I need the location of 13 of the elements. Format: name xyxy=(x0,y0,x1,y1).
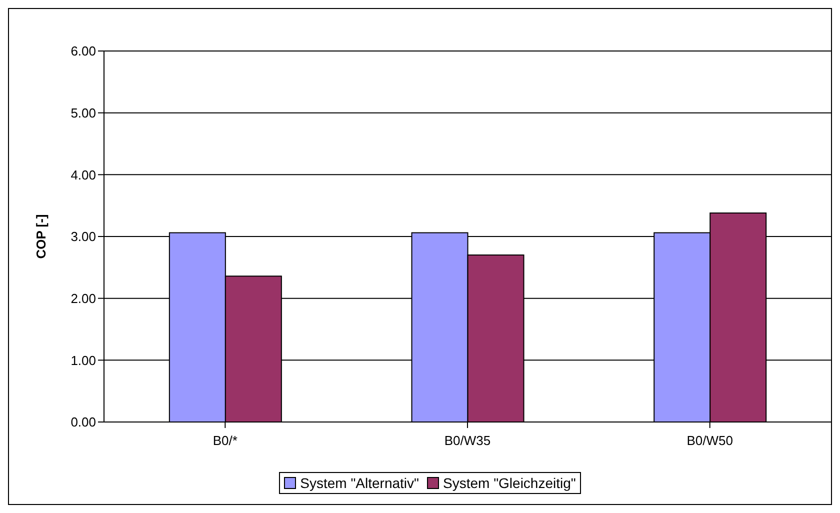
y-tick-label: 0.00 xyxy=(70,414,96,430)
y-tick-label: 3.00 xyxy=(70,229,96,244)
legend-label: System "Gleichzeitig" xyxy=(443,475,576,491)
y-tick-label: 6.00 xyxy=(70,44,96,59)
y-tick-label: 5.00 xyxy=(70,105,96,120)
x-tick-label: B0/W35 xyxy=(444,433,491,448)
y-axis-title: COP [-] xyxy=(34,214,49,259)
y-tick-label: 1.00 xyxy=(70,352,96,368)
y-tick-label: 4.00 xyxy=(70,167,96,182)
x-tick-label: B0/W50 xyxy=(686,433,733,448)
y-tick-label: 2.00 xyxy=(70,290,96,306)
legend-label: System "Alternativ" xyxy=(300,475,419,491)
x-tick-label: B0/* xyxy=(212,433,238,448)
